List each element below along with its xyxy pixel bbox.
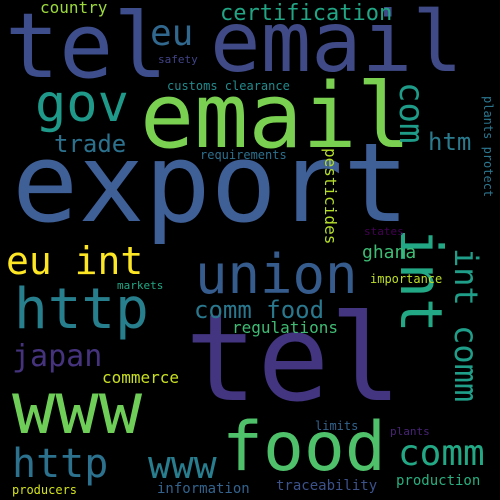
word-limits: limits	[315, 419, 359, 433]
word-traceability: traceability	[276, 478, 378, 494]
word-customs-clearance: customs clearance	[167, 79, 290, 93]
word-email-top: email	[210, 0, 463, 91]
word-commerce: commerce	[102, 368, 180, 387]
word-trade: trade	[54, 130, 127, 158]
word-production: production	[396, 473, 481, 489]
word-comm-food: comm food	[194, 296, 325, 324]
word-gov: gov	[35, 74, 129, 134]
word-http: http	[14, 277, 149, 342]
word-eu-int: eu int	[6, 239, 144, 283]
word-ghana: ghana	[362, 242, 417, 263]
word-requirements: requirements	[200, 148, 287, 162]
word-tel: tel	[5, 0, 168, 99]
word-email: email	[140, 64, 411, 169]
word-information: information	[157, 481, 250, 497]
word-union: union	[195, 243, 358, 306]
word-eu: eu	[150, 13, 194, 54]
word-pesticides: pesticides	[321, 148, 340, 245]
word-www: www	[12, 366, 143, 450]
word-importance: importance	[370, 272, 443, 286]
word-japan: japan	[12, 339, 103, 374]
word-food: food	[222, 408, 386, 487]
word-certification: certification	[220, 1, 393, 26]
word-http-bottom: http	[12, 441, 109, 487]
word-int: int	[387, 228, 455, 333]
word-safety: safety	[158, 53, 198, 66]
word-htm: htm	[428, 128, 472, 156]
word-regulations: regulations	[232, 318, 338, 337]
word-int-comm: int comm	[447, 248, 485, 403]
word-comm: comm	[398, 433, 485, 474]
word-com: com	[391, 82, 431, 144]
word-markets: markets	[117, 279, 164, 292]
word-www-bottom: www	[148, 443, 217, 487]
word-export: export	[12, 119, 410, 247]
word-country: country	[40, 0, 108, 17]
word-plants: plants	[390, 425, 430, 438]
word-tel-large: tel	[185, 290, 402, 429]
word-producers: producers	[12, 483, 78, 497]
word-states: states	[364, 225, 404, 238]
word-plants-protect: plants protect	[481, 96, 495, 198]
